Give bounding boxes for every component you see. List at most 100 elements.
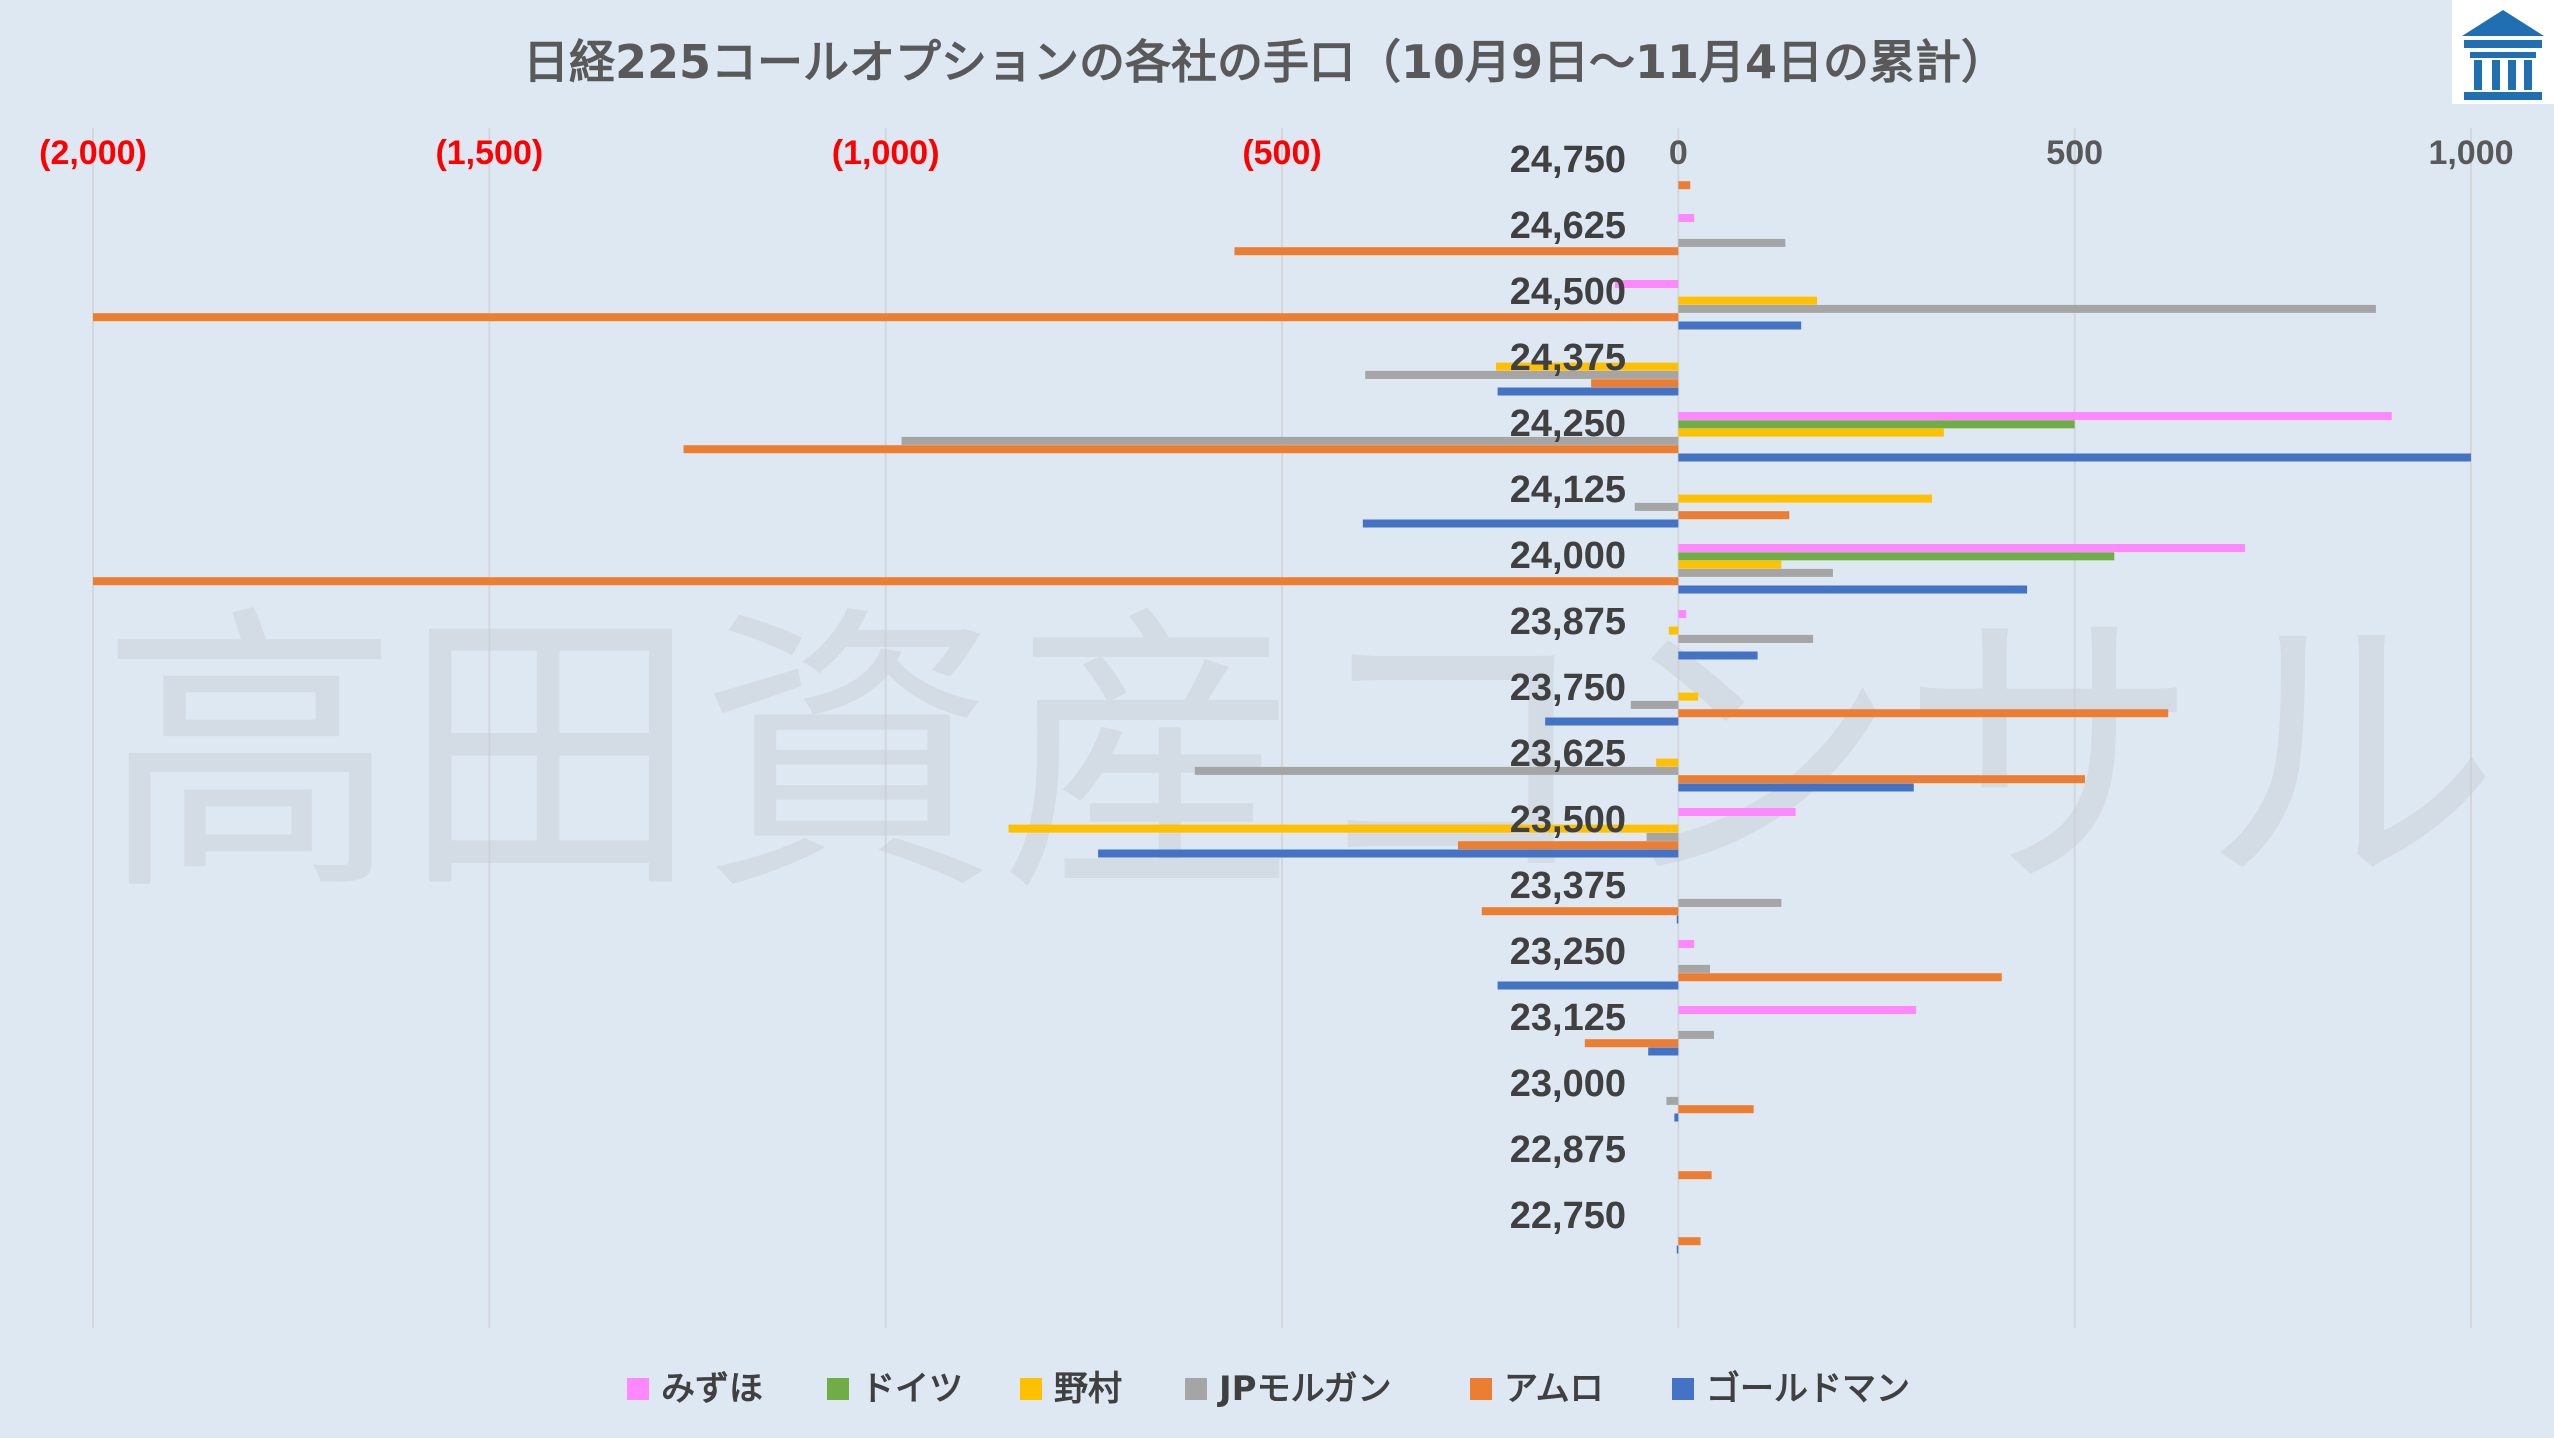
bar: [1481, 907, 1679, 916]
bar: [1678, 420, 2075, 429]
bar: [1365, 370, 1679, 379]
bar: [1668, 626, 1679, 635]
bar: [1678, 964, 1711, 973]
bar: [1678, 214, 1695, 222]
bar: [1678, 651, 1758, 660]
bar: [1234, 247, 1679, 256]
bar: [1678, 634, 1814, 643]
bar: [1497, 981, 1679, 990]
bar: [1678, 1030, 1715, 1039]
x-tick-label: (1,500): [435, 134, 543, 172]
x-tick-label: 500: [2046, 134, 2103, 172]
bar: [1678, 709, 2169, 718]
legend-label: みずほ: [661, 1369, 763, 1409]
bar: [1194, 766, 1679, 775]
category-label: 24,250: [1510, 403, 1626, 445]
x-tick-label: (500): [1242, 134, 1321, 172]
legend-label: 野村: [1054, 1369, 1122, 1409]
x-tick-label: (2,000): [39, 134, 147, 172]
x-tick-label: 0: [1669, 134, 1688, 172]
legend-label: ドイツ: [861, 1369, 963, 1409]
bar: [1678, 296, 1818, 305]
bar: [1678, 544, 2246, 552]
legend-swatch: [1470, 1378, 1492, 1400]
bar: [1678, 511, 1790, 520]
category-label: 23,500: [1510, 799, 1626, 841]
category-label: 24,750: [1510, 139, 1626, 181]
chart-title: 日経225コールオプションの各社の手口（10月9日～11月4日の累計）: [523, 35, 2007, 89]
bar: [1678, 412, 2392, 420]
bar: [1678, 321, 1802, 330]
bar: [93, 313, 1679, 322]
bar: [1678, 428, 1944, 437]
bar: [1678, 973, 2002, 982]
bar: [1584, 1039, 1679, 1048]
bar: [1678, 783, 1914, 792]
bar: [1674, 1113, 1679, 1122]
bar: [1678, 238, 1786, 247]
bar: [1678, 940, 1695, 948]
bar: [1591, 379, 1679, 388]
bar: [1496, 362, 1679, 371]
bar: [1008, 824, 1679, 833]
bar: [1678, 775, 2085, 784]
legend-swatch: [1185, 1378, 1207, 1400]
legend-swatch: [1020, 1378, 1042, 1400]
bar: [1678, 453, 2471, 462]
bar: [1630, 700, 1679, 709]
bar: [1676, 1245, 1679, 1254]
category-labels: 24,750 24,625 24,500 24,375 24,250 24,125 24,0…: [1510, 139, 1626, 1237]
bar: [1678, 692, 1699, 701]
bar: [1678, 568, 1833, 577]
bar: [1678, 585, 2028, 594]
bar: [1614, 280, 1679, 288]
bar: [683, 445, 1679, 454]
category-label: 23,125: [1510, 997, 1626, 1039]
legend-label: JPモルガン: [1217, 1369, 1392, 1409]
x-axis-ticks: (2,000) (1,500) (1,000) (500) 0 500 1,000: [39, 134, 2513, 172]
bar: [1678, 1006, 1917, 1014]
bar: [1666, 1096, 1679, 1105]
bar: [1678, 1237, 1701, 1246]
category-label: 24,125: [1510, 469, 1626, 511]
building-logo-icon: [2452, 0, 2554, 104]
category-label: 22,875: [1510, 1129, 1626, 1171]
bar: [1678, 560, 1782, 569]
category-label: 23,625: [1510, 733, 1626, 775]
legend-swatch: [827, 1378, 849, 1400]
legend: みずほ ドイツ 野村 JPモルガン アムロ ゴールドマン: [627, 1369, 1910, 1409]
category-label: 23,250: [1510, 931, 1626, 973]
legend-swatch: [1672, 1378, 1694, 1400]
category-label: 24,375: [1510, 337, 1626, 379]
category-label: 23,750: [1510, 667, 1626, 709]
legend-swatch: [627, 1378, 649, 1400]
bar: [1362, 519, 1679, 528]
bar: [901, 436, 1679, 445]
category-label: 24,500: [1510, 271, 1626, 313]
bar: [1678, 304, 2376, 313]
category-label: 23,875: [1510, 601, 1626, 643]
x-tick-label: 1,000: [2428, 134, 2513, 172]
bar: [1676, 915, 1679, 924]
bar: [1678, 1105, 1754, 1114]
bar: [1648, 1047, 1679, 1056]
bars: [93, 181, 2471, 1254]
bar: [1656, 758, 1679, 767]
bar: [1678, 552, 2115, 561]
category-label: 23,000: [1510, 1063, 1626, 1105]
bar: [1678, 1171, 1712, 1180]
legend-label: ゴールドマン: [1706, 1369, 1910, 1409]
x-tick-label: (1,000): [832, 134, 940, 172]
bar: [1678, 610, 1687, 618]
bar: [1678, 494, 1932, 503]
category-label: 23,375: [1510, 865, 1626, 907]
watermark-text: 高田資産コンサル: [100, 582, 2500, 931]
bar: [1646, 832, 1679, 841]
bar: [1457, 841, 1679, 850]
bar: [1678, 898, 1782, 907]
bar: [1678, 181, 1691, 190]
category-label: 24,625: [1510, 205, 1626, 247]
legend-label: アムロ: [1504, 1369, 1604, 1409]
